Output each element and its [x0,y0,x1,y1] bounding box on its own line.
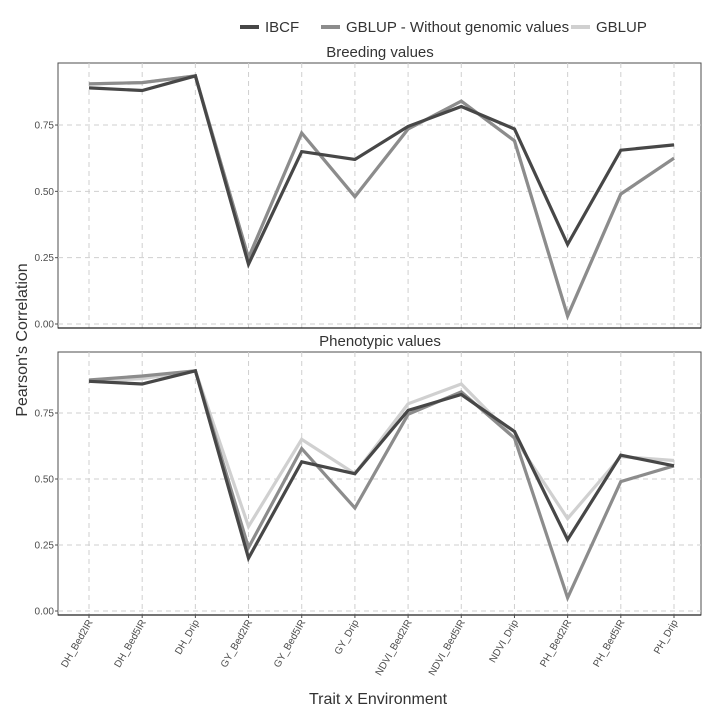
y-tick-label: 0.25 [35,253,55,264]
x-tick-label: PH_Bed2IR [538,618,574,669]
legend-label: IBCF [265,19,299,36]
y-tick-label: 0.75 [35,409,55,420]
y-tick-label: 0.75 [35,121,55,132]
x-tick-label: GY_Bed2IR [219,618,255,670]
y-tick-label: 0.50 [35,475,55,486]
panel-title: Breeding values [326,44,434,61]
panel-frame [57,351,702,616]
y-tick-label: 0.50 [35,187,55,198]
y-tick-label: 0.00 [35,320,55,331]
y-tick-label: 0.00 [35,607,55,618]
legend-label: GBLUP [596,19,647,36]
x-tick-label: DH_Bed5IR [113,618,149,670]
legend-item: GBLUP - Without genomic values [321,19,569,36]
x-tick-label: GY_Bed5IR [272,618,308,670]
x-tick-label: NDVI_Bed5IR [427,618,468,678]
x-axis-tick-labels: DH_Bed2IR DH_Bed5IR DH_Drip GY_Bed2IR GY_Bed… [59,618,680,678]
x-tick-label: DH_Drip [173,618,202,657]
panel-breeding-values: Breeding values 0.00 0.25 0.50 0.75 [35,44,702,331]
series-line-ibcf [88,368,675,563]
x-axis-title: Trait x Environment [309,691,448,708]
series-line-ibcf [88,73,675,269]
panel-phenotypic-values: Phenotypic values 0.00 0.25 0.50 0.75 [35,333,702,618]
x-tick-label: NDVI_Bed2IR [374,618,415,678]
panel-title: Phenotypic values [319,333,441,350]
x-tick-label: GY_Drip [333,618,362,657]
y-axis-title: Pearson's Correlation [14,263,31,416]
x-tick-label: PH_Bed5IR [591,618,627,669]
panel-frame [57,62,702,329]
legend-item: IBCF [240,19,299,36]
x-tick-label: PH_Drip [652,618,681,657]
chart-panels: Breeding values0.000.250.500.75Phenotypi… [35,44,702,618]
x-tick-label: DH_Bed2IR [59,618,95,670]
y-tick-label: 0.25 [35,541,55,552]
legend-item: GBLUP [571,19,647,36]
legend-label: GBLUP - Without genomic values [346,19,569,36]
x-tick-label: NDVI_Drip [488,618,522,665]
legend: IBCF GBLUP - Without genomic values GBLUP [240,19,647,36]
